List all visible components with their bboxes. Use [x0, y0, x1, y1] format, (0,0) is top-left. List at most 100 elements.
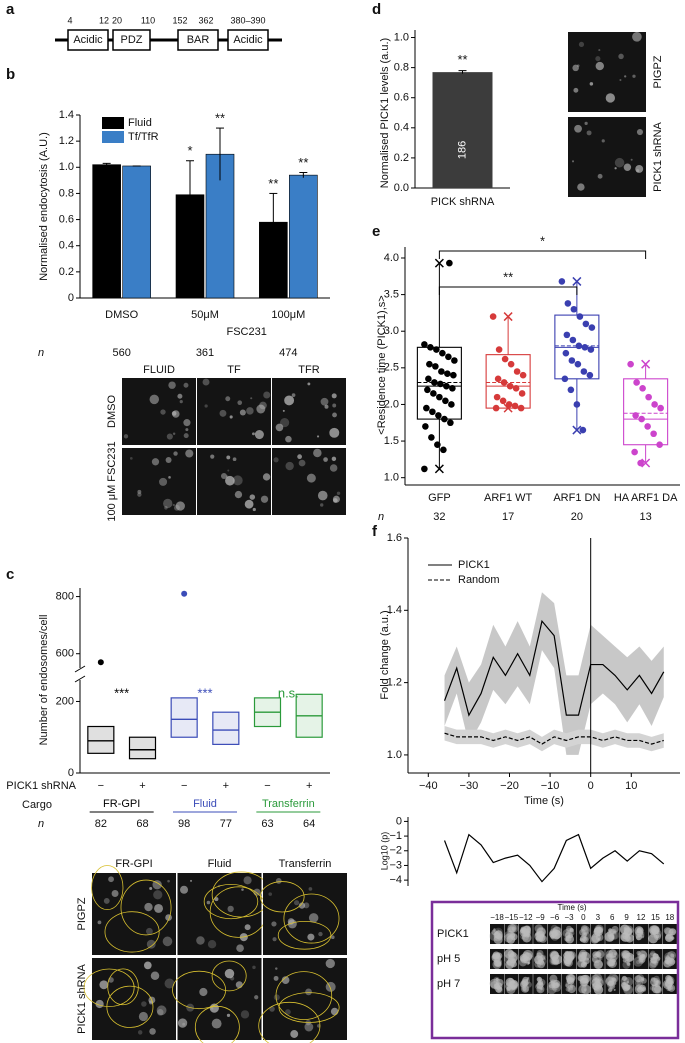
data-point [501, 355, 509, 363]
micrograph-texture [281, 976, 290, 985]
data-point [588, 324, 596, 331]
data-point [499, 397, 507, 405]
micrograph-texture [495, 978, 504, 987]
whisker-end [572, 276, 582, 286]
micrograph-texture [592, 929, 601, 938]
micrograph-texture [285, 435, 292, 443]
data-point [438, 368, 445, 375]
micrograph-texture [225, 396, 231, 402]
micrograph-texture [177, 393, 183, 399]
data-point [561, 375, 569, 383]
data-point [562, 349, 570, 357]
cell-outline [275, 971, 333, 1020]
legend-label: Random [458, 574, 500, 586]
domain-label: PDZ [121, 34, 143, 46]
data-point [505, 401, 513, 408]
micrograph-texture [317, 490, 328, 501]
micrograph-texture [595, 982, 603, 989]
micrograph-texture [254, 430, 264, 440]
micrograph-texture [523, 956, 531, 964]
micrograph-texture [293, 900, 300, 906]
y-tick-label: 1.0 [387, 749, 402, 761]
micrograph-texture [632, 74, 636, 78]
micrograph-texture [668, 928, 675, 936]
micrograph-texture [246, 407, 254, 415]
y-tick-label: 1.2 [387, 677, 402, 689]
micrograph-texture [569, 984, 573, 988]
x-tick-label: ARF1 WT [484, 492, 533, 504]
micrograph-texture [622, 935, 626, 940]
strip-time: 0 [581, 913, 586, 922]
data-point [447, 419, 454, 427]
micrograph-texture [664, 933, 674, 943]
micrograph-texture [594, 984, 600, 989]
y-tick-label: 0.8 [394, 62, 409, 74]
micrograph-texture [166, 433, 173, 440]
micrograph-texture [159, 477, 168, 486]
domain-label: Acidic [233, 34, 263, 46]
micrograph-texture [656, 980, 660, 984]
micrograph-texture [164, 978, 175, 989]
significance: ** [268, 176, 278, 191]
micrograph-texture [273, 994, 280, 1001]
bar [92, 164, 121, 299]
y-tick-label: 0 [68, 292, 74, 304]
y-tick-label: 1.0 [394, 31, 409, 43]
series-line [444, 732, 664, 745]
y-axis-label: Log10 (p) [379, 832, 389, 871]
micrograph-texture [593, 959, 603, 969]
micrograph-texture [507, 928, 512, 933]
micrograph-texture [611, 925, 619, 933]
micrograph-texture [663, 927, 671, 935]
micrograph-texture [163, 498, 173, 509]
micrograph-texture [601, 139, 605, 143]
micrograph-texture [298, 459, 306, 467]
whisker-end [434, 464, 444, 474]
cell-outline [120, 879, 172, 936]
micrograph-texture [318, 931, 323, 937]
micrograph-texture [537, 981, 542, 986]
data-point [631, 448, 638, 456]
micrograph-texture [505, 977, 515, 987]
micrograph-texture [567, 974, 576, 982]
micrograph-texture [650, 925, 660, 935]
y-tick-label: 2.0 [384, 398, 399, 410]
data-point [586, 371, 594, 379]
data-point [422, 423, 429, 430]
micrograph-texture [308, 913, 319, 923]
micrograph-texture [263, 391, 271, 399]
micrograph-texture [569, 977, 575, 983]
micrograph-texture [206, 900, 211, 905]
micrograph-texture [565, 973, 575, 983]
micrograph-texture [608, 949, 618, 958]
data-point [506, 382, 514, 390]
data-point [500, 379, 508, 386]
x-tick-label: 10 [625, 780, 637, 792]
y-axis-label: Normalised PICK1 levels (a.u.) [379, 38, 391, 188]
strip-time: −3 [564, 913, 574, 922]
micrograph-texture [103, 897, 110, 904]
residue-label: 110 [141, 15, 155, 25]
data-point [450, 371, 457, 379]
micrograph-texture [180, 885, 189, 894]
n-value: 13 [640, 511, 652, 523]
micrograph-texture [608, 928, 613, 933]
micrograph-row-label: 100 μM FSC231 [106, 441, 118, 521]
micrograph-texture [307, 382, 311, 386]
data-point [567, 386, 575, 394]
domain-box [227, 29, 269, 51]
micrograph-texture [565, 979, 575, 989]
micrograph-texture [190, 879, 193, 882]
data-point [451, 357, 458, 364]
micrograph-texture [522, 986, 529, 992]
outlier [181, 590, 188, 597]
y-tick-label: 0.0 [394, 182, 409, 194]
micrograph-texture [271, 921, 277, 927]
whisker-end [434, 258, 444, 268]
micrograph-texture [244, 924, 251, 931]
micrograph-texture [260, 495, 269, 503]
micrograph-texture [595, 61, 604, 71]
confidence-band [444, 726, 664, 752]
micrograph-texture [172, 410, 180, 418]
micrograph-texture [669, 958, 676, 965]
